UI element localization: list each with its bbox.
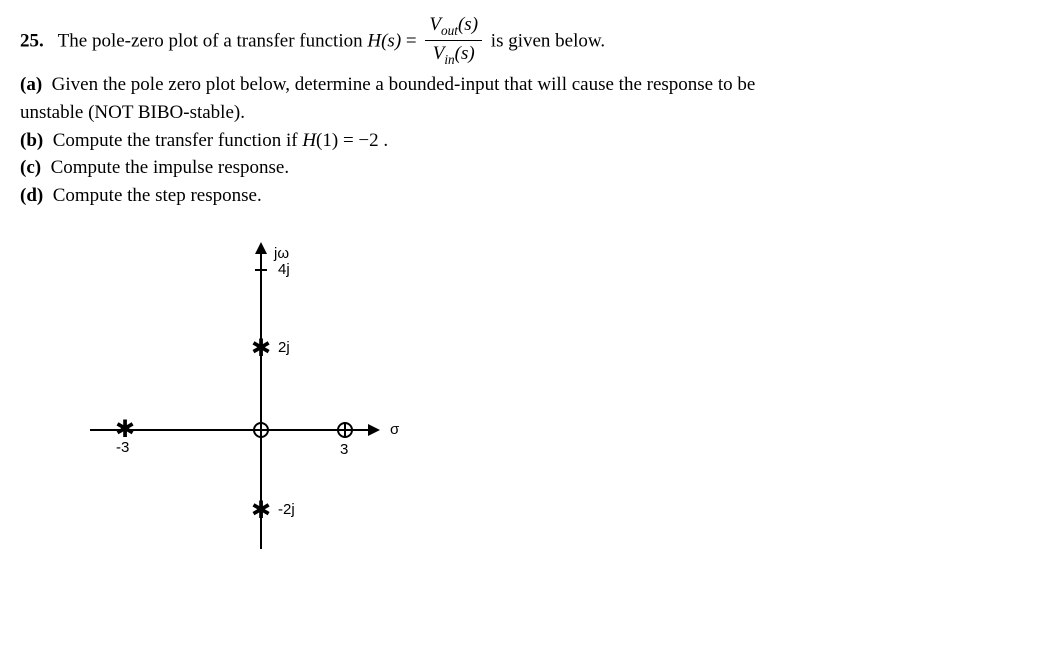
part-b-val: −2: [358, 130, 378, 151]
part-a-text2: unstable (NOT BIBO-stable).: [20, 102, 245, 123]
part-b-eq: =: [343, 130, 354, 151]
part-b-label: (b): [20, 130, 43, 151]
arrow-up-icon: [255, 242, 267, 254]
fraction: Vout(s) Vin(s): [425, 12, 482, 68]
y-axis-label: jω: [274, 245, 289, 262]
part-c: (c) Compute the impulse response.: [20, 155, 1042, 181]
num-sub: out: [441, 23, 458, 38]
num-V: V: [429, 14, 441, 35]
part-a-text1: Given the pole zero plot below, determin…: [52, 74, 756, 95]
pole-icon: ✱: [251, 499, 271, 523]
label-pos3: 3: [340, 441, 348, 458]
part-a-label: (a): [20, 74, 42, 95]
part-c-label: (c): [20, 157, 41, 178]
part-b-before: Compute the transfer function if: [53, 130, 303, 151]
part-a-line2: unstable (NOT BIBO-stable).: [20, 100, 1042, 126]
part-d-label: (d): [20, 185, 43, 206]
pole-zero-plot: jω σ 4j ✱ 2j ✱ -2j ✱ -3 3: [60, 239, 460, 579]
H-arg: (s): [381, 31, 401, 52]
pole-icon: ✱: [251, 337, 271, 361]
zero-icon: [253, 422, 269, 438]
arrow-right-icon: [368, 424, 380, 436]
x-axis-label: σ: [390, 421, 399, 438]
label-2j: 2j: [278, 339, 290, 356]
tick-4j: [255, 269, 267, 271]
equals: =: [406, 31, 417, 52]
label-4j: 4j: [278, 261, 290, 278]
den-sub: in: [444, 52, 454, 67]
part-b-period: .: [383, 130, 388, 151]
den-V: V: [433, 43, 445, 64]
numerator: Vout(s): [425, 12, 482, 40]
part-a-line1: (a) Given the pole zero plot below, dete…: [20, 72, 1042, 98]
denominator: Vin(s): [425, 40, 482, 69]
part-b-H: H: [302, 130, 316, 151]
part-b-arg: (1): [316, 130, 338, 151]
H: H: [367, 31, 381, 52]
den-s: (s): [455, 43, 475, 64]
label-neg2j: -2j: [278, 501, 295, 518]
part-b: (b) Compute the transfer function if H(1…: [20, 128, 1042, 154]
num-s: (s): [458, 14, 478, 35]
stem-before: The pole-zero plot of a transfer functio…: [58, 31, 368, 52]
problem-stem: 25. The pole-zero plot of a transfer fun…: [20, 14, 1042, 70]
part-c-text: Compute the impulse response.: [51, 157, 290, 178]
zero-icon: [337, 422, 353, 438]
part-d-text: Compute the step response.: [53, 185, 262, 206]
stem-after: is given below.: [491, 31, 605, 52]
label-neg3: -3: [116, 439, 129, 456]
problem-number: 25.: [20, 31, 44, 52]
part-d: (d) Compute the step response.: [20, 183, 1042, 209]
